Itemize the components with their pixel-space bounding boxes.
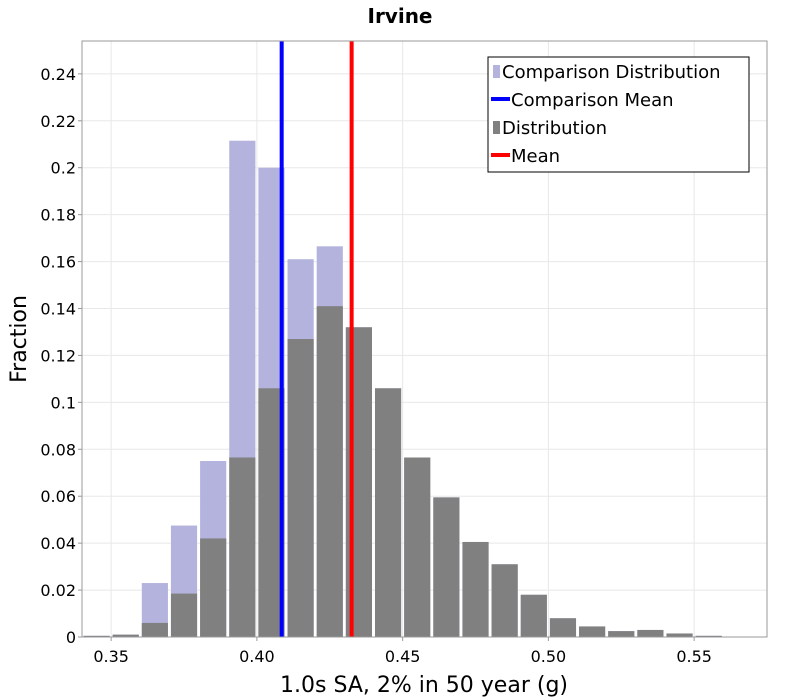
- y-tick-label: 0.24: [40, 65, 76, 84]
- y-tick-label: 0.06: [40, 487, 76, 506]
- y-axis-label: Fraction: [7, 295, 32, 383]
- distribution-bar: [170, 593, 198, 637]
- y-tick-label: 0.02: [40, 581, 76, 600]
- chart-title: Irvine: [368, 4, 433, 28]
- y-tick-label: 0.08: [40, 440, 76, 459]
- ticks-layer: 0.35 0.40 0.45 0.50 0.55 0 0.02 0.04 0.06 0.08 0.1…: [40, 65, 712, 666]
- legend: Comparison Distribution Comparison Mean Di…: [487, 56, 750, 173]
- legend-label: Comparison Mean: [511, 90, 674, 111]
- legend-box: [487, 56, 750, 173]
- y-tick-label: 0.2: [51, 159, 76, 178]
- y-tick-label: 0.12: [40, 346, 76, 365]
- y-tick-label: 0.14: [40, 299, 76, 318]
- distribution-bar: [579, 626, 606, 637]
- x-tick-label: 0.40: [239, 647, 275, 666]
- distribution-bar: [695, 635, 722, 637]
- legend-label: Mean: [511, 146, 560, 167]
- y-tick-label: 0.22: [40, 112, 76, 131]
- distribution-bar: [462, 541, 489, 637]
- mean-lines-layer: [279, 41, 354, 637]
- distribution-bar: [374, 388, 402, 637]
- distribution-bar: [83, 635, 110, 637]
- plot-frame: [81, 40, 768, 638]
- distribution-bar: [433, 497, 460, 637]
- x-tick-label: 0.45: [385, 647, 421, 666]
- x-axis-label: 1.0s SA, 2% in 50 year (g): [280, 673, 568, 698]
- distribution-bar: [637, 629, 664, 637]
- y-tick-label: 0.16: [40, 253, 76, 272]
- distribution-bar: [316, 306, 343, 637]
- distribution-bar: [549, 618, 577, 637]
- x-tick-label: 0.35: [93, 647, 129, 666]
- distribution-bar: [200, 538, 227, 637]
- distribution-bar: [229, 457, 256, 637]
- legend-label: Distribution: [502, 118, 607, 139]
- distribution-bar: [112, 634, 139, 637]
- distribution-bar: [404, 457, 431, 637]
- legend-swatch-bar: [493, 121, 500, 134]
- distribution-bar: [491, 564, 518, 637]
- y-tick-label: 0: [66, 628, 76, 647]
- distribution-bar: [287, 339, 314, 637]
- distribution-bar: [608, 631, 635, 637]
- distribution-bar: [520, 594, 547, 637]
- distribution-bar: [141, 622, 168, 637]
- x-tick-label: 0.50: [531, 647, 567, 666]
- x-tick-label: 0.55: [676, 647, 712, 666]
- y-tick-label: 0.1: [51, 393, 76, 412]
- y-tick-label: 0.18: [40, 206, 76, 225]
- legend-swatch-bar: [493, 65, 500, 78]
- distribution-bar: [666, 633, 693, 637]
- y-tick-label: 0.04: [40, 534, 76, 553]
- legend-label: Comparison Distribution: [502, 62, 721, 83]
